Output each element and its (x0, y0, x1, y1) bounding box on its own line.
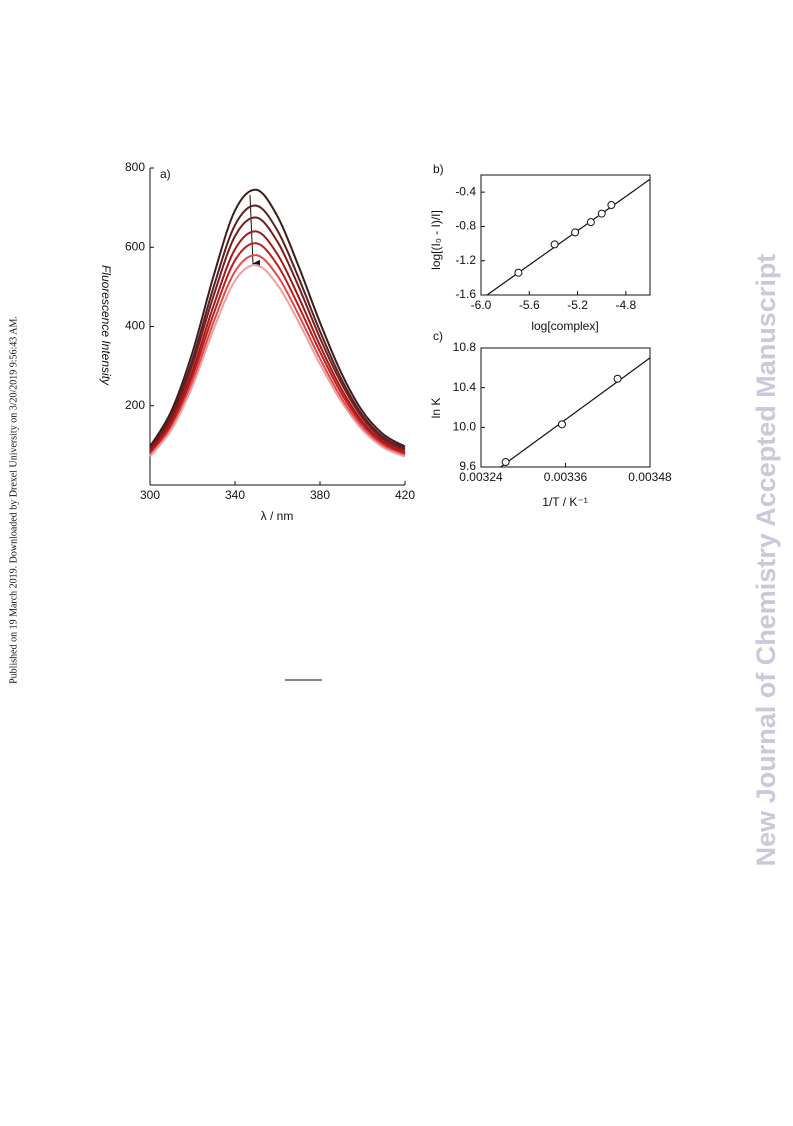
y-tick-label: 600 (125, 239, 145, 253)
x-tick-label: -4.8 (616, 298, 637, 312)
x-tick-label: 0.00324 (459, 470, 503, 484)
data-point (571, 228, 580, 237)
data-point (607, 201, 616, 209)
y-tick-label: 10.4 (453, 380, 477, 394)
data-point (586, 218, 595, 227)
y-tick-label: -0.4 (455, 184, 476, 198)
y-tick-label: 10.0 (453, 420, 477, 434)
y-tick-label: 200 (125, 398, 145, 412)
x-tick-label: 300 (140, 488, 160, 502)
data-point (501, 458, 510, 467)
x-tick-label: -6.0 (471, 298, 492, 312)
spectrum-line (149, 216, 406, 452)
data-point (597, 209, 606, 218)
x-axis-label: 1/T / K⁻¹ (542, 495, 587, 509)
x-tick-label: 380 (310, 488, 330, 502)
data-point (550, 240, 559, 249)
data-point (613, 374, 622, 383)
x-axis-label: log[complex] (531, 319, 598, 333)
y-tick-label: 800 (125, 160, 145, 174)
spectrum-line (149, 230, 406, 454)
x-tick-label: 0.00336 (544, 470, 588, 484)
panel-label: c) (433, 329, 443, 343)
side-note: Published on 19 March 2019. Downloaded b… (8, 316, 19, 684)
x-tick-label: -5.2 (567, 298, 588, 312)
x-axis-label: λ / nm (261, 509, 294, 523)
plot-frame (480, 347, 651, 468)
spectrum-line (149, 188, 406, 448)
spectrum-line (149, 264, 406, 458)
y-tick-label: 9.6 (459, 459, 476, 473)
y-tick-label: -1.6 (455, 287, 476, 301)
y-axis-label: Fluorescence Intensity (99, 265, 113, 386)
data-point (514, 268, 523, 277)
x-tick-label: 420 (395, 488, 415, 502)
y-tick-label: 10.8 (453, 340, 477, 354)
plot-frame (480, 174, 651, 296)
x-tick-label: 340 (225, 488, 245, 502)
watermark: New Journal of Chemistry Accepted Manusc… (751, 254, 781, 867)
panel-label: b) (433, 162, 444, 176)
y-tick-label: -0.8 (455, 219, 476, 233)
x-tick-label: 0.00348 (628, 470, 672, 484)
y-tick-label: 400 (125, 319, 145, 333)
fit-line (486, 178, 651, 296)
panel-label: a) (160, 167, 171, 181)
x-tick-label: -5.6 (519, 298, 540, 312)
data-point (557, 420, 566, 429)
y-axis-label: ln K (429, 398, 443, 419)
fit-line (500, 357, 651, 468)
spectrum-line (149, 254, 406, 457)
y-tick-label: -1.2 (455, 253, 476, 267)
y-axis-label: log[(I₀ - I)/I] (429, 210, 443, 270)
spectrum-line (149, 204, 406, 450)
spectrum-line (149, 242, 406, 455)
